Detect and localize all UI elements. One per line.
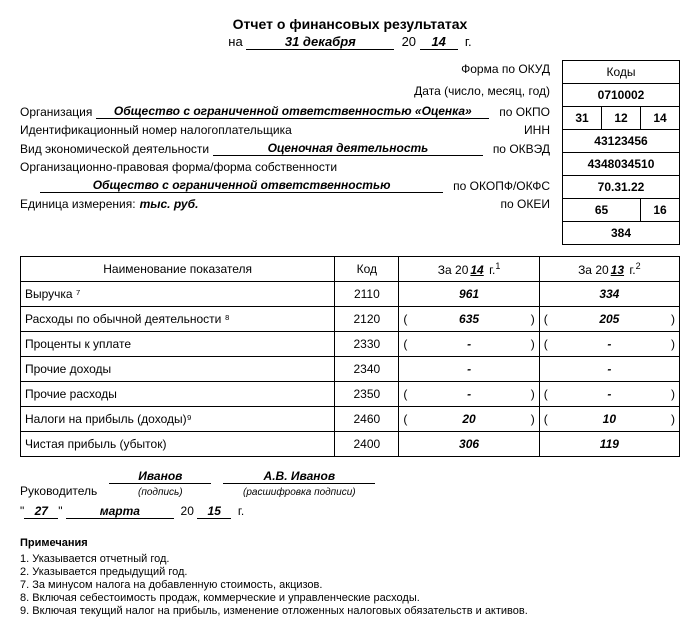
sign-year: 15 bbox=[197, 504, 231, 519]
label-okei: по ОКЕИ bbox=[495, 197, 550, 211]
label-inn-code: ИНН bbox=[518, 123, 550, 137]
sign-role: Руководитель bbox=[20, 484, 97, 498]
label-date: Дата (число, месяц, год) bbox=[20, 84, 550, 98]
th-year-cur: За 2014 г.1 bbox=[399, 257, 539, 282]
cell-cur: (635) bbox=[399, 307, 539, 332]
value-unit: тыс. руб. bbox=[136, 197, 199, 211]
table-row: Прочие расходы2350(-)(-) bbox=[21, 382, 680, 407]
notes: Примечания 1. Указывается отчетный год.2… bbox=[20, 537, 680, 617]
note-item: 7. За минусом налога на добавленную стои… bbox=[20, 579, 680, 591]
th-cur-year: 14 bbox=[468, 263, 485, 277]
note-item: 8. Включая себестоимость продаж, коммерч… bbox=[20, 592, 680, 604]
cell-name: Расходы по обычной деятельности ⁸ bbox=[21, 307, 335, 332]
code-okud: 0710002 bbox=[563, 84, 680, 107]
label-okopf: по ОКОПФ/ОКФС bbox=[447, 179, 550, 193]
sign-name: А.В. Иванов bbox=[223, 469, 375, 484]
subtitle-year-suffix: г. bbox=[465, 34, 472, 49]
label-unit: Единица измерения: bbox=[20, 197, 136, 211]
label-org: Организация bbox=[20, 105, 92, 119]
th-prev-prefix: За 20 bbox=[578, 263, 609, 277]
table-row: Прочие доходы2340-- bbox=[21, 357, 680, 382]
cell-cur: (-) bbox=[399, 382, 539, 407]
sign-century: 20 bbox=[181, 504, 194, 518]
cell-prev: 119 bbox=[539, 432, 679, 457]
cell-code: 2350 bbox=[335, 382, 399, 407]
label-okpo: по ОКПО bbox=[493, 105, 550, 119]
code-date-d: 31 bbox=[563, 107, 602, 130]
sign-signature: Иванов bbox=[109, 469, 211, 484]
label-inn: Идентификационный номер налогоплательщик… bbox=[20, 123, 292, 137]
cell-code: 2120 bbox=[335, 307, 399, 332]
sign-day: 27 bbox=[24, 504, 58, 519]
sign-month: марта bbox=[66, 504, 174, 519]
cell-prev: (205) bbox=[539, 307, 679, 332]
code-okopf: 65 bbox=[563, 199, 641, 222]
report-title: Отчет о финансовых результатах bbox=[20, 16, 680, 32]
th-prev-year: 13 bbox=[609, 263, 626, 277]
subtitle-prefix: на bbox=[228, 34, 242, 49]
sign-date: "27" марта 20 15 г. bbox=[20, 504, 680, 519]
notes-header: Примечания bbox=[20, 537, 680, 549]
note-item: 1. Указывается отчетный год. bbox=[20, 553, 680, 565]
cell-code: 2110 bbox=[335, 282, 399, 307]
code-okei: 384 bbox=[563, 222, 680, 245]
sign-signature-sub: (подпись) bbox=[138, 487, 183, 498]
table-row: Чистая прибыль (убыток)2400306119 bbox=[21, 432, 680, 457]
cell-prev: (-) bbox=[539, 332, 679, 357]
signatures: Руководитель Иванов (подпись) А.В. Ивано… bbox=[20, 469, 680, 519]
th-name: Наименование показателя bbox=[21, 257, 335, 282]
subtitle-date: 31 декабря bbox=[246, 34, 394, 50]
code-okpo: 43123456 bbox=[563, 130, 680, 153]
code-inn: 4348034510 bbox=[563, 153, 680, 176]
header-left: Форма по ОКУД Дата (число, месяц, год) О… bbox=[20, 60, 550, 215]
code-date-y: 14 bbox=[641, 107, 680, 130]
table-row: Выручка ⁷2110961334 bbox=[21, 282, 680, 307]
th-cur-prefix: За 20 bbox=[438, 263, 469, 277]
cell-name: Проценты к уплате bbox=[21, 332, 335, 357]
code-okfs: 16 bbox=[641, 199, 680, 222]
cell-code: 2340 bbox=[335, 357, 399, 382]
sign-year-suffix: г. bbox=[238, 504, 244, 518]
label-activity: Вид экономической деятельности bbox=[20, 142, 209, 156]
sign-name-sub: (расшифровка подписи) bbox=[243, 487, 356, 498]
value-org: Общество с ограниченной ответственностью… bbox=[96, 104, 489, 119]
codes-header: Коды bbox=[563, 61, 680, 84]
cell-cur: (-) bbox=[399, 332, 539, 357]
table-row: Расходы по обычной деятельности ⁸2120(63… bbox=[21, 307, 680, 332]
label-legal-form: Организационно-правовая форма/форма собс… bbox=[20, 160, 337, 174]
table-row: Проценты к уплате2330(-)(-) bbox=[21, 332, 680, 357]
main-table: Наименование показателя Код За 2014 г.1 … bbox=[20, 256, 680, 457]
cell-cur: - bbox=[399, 357, 539, 382]
label-okud: Форма по ОКУД bbox=[20, 62, 550, 76]
subtitle-century: 20 bbox=[402, 34, 416, 49]
header-block: Коды 0710002 31 12 14 43123456 434803451… bbox=[20, 60, 680, 250]
subtitle-year: 14 bbox=[420, 34, 458, 50]
cell-name: Прочие расходы bbox=[21, 382, 335, 407]
table-row: Налоги на прибыль (доходы)⁹2460(20)(10) bbox=[21, 407, 680, 432]
th-code: Код bbox=[335, 257, 399, 282]
value-activity: Оценочная деятельность bbox=[213, 141, 483, 156]
codes-box: Коды 0710002 31 12 14 43123456 434803451… bbox=[562, 60, 680, 245]
code-okved: 70.31.22 bbox=[563, 176, 680, 199]
cell-code: 2330 bbox=[335, 332, 399, 357]
cell-name: Налоги на прибыль (доходы)⁹ bbox=[21, 407, 335, 432]
cell-cur: 961 bbox=[399, 282, 539, 307]
cell-cur: 306 bbox=[399, 432, 539, 457]
cell-prev: 334 bbox=[539, 282, 679, 307]
cell-name: Выручка ⁷ bbox=[21, 282, 335, 307]
value-legal-form: Общество с ограниченной ответственностью bbox=[40, 178, 443, 193]
cell-prev: - bbox=[539, 357, 679, 382]
cell-cur: (20) bbox=[399, 407, 539, 432]
th-year-prev: За 2013 г.2 bbox=[539, 257, 679, 282]
cell-name: Чистая прибыль (убыток) bbox=[21, 432, 335, 457]
cell-prev: (10) bbox=[539, 407, 679, 432]
cell-code: 2400 bbox=[335, 432, 399, 457]
note-item: 2. Указывается предыдущий год. bbox=[20, 566, 680, 578]
cell-prev: (-) bbox=[539, 382, 679, 407]
cell-name: Прочие доходы bbox=[21, 357, 335, 382]
cell-code: 2460 bbox=[335, 407, 399, 432]
report-subtitle: на 31 декабря 20 14 г. bbox=[20, 34, 680, 50]
code-date-m: 12 bbox=[602, 107, 641, 130]
label-okved: по ОКВЭД bbox=[487, 142, 550, 156]
